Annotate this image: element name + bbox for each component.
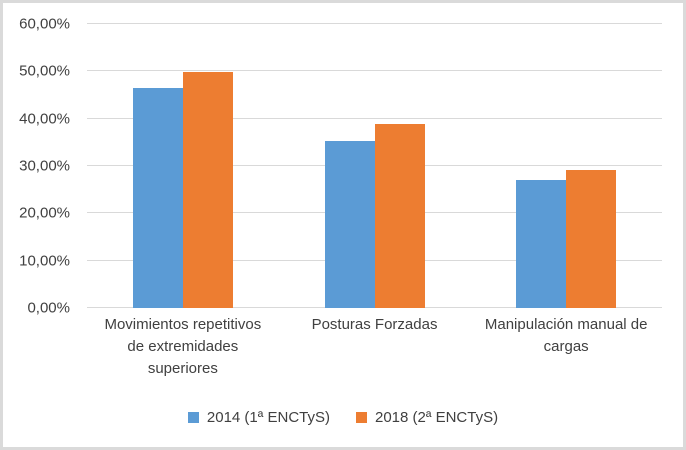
x-category-label-2: Manipulación manual de cargas [484, 316, 648, 355]
y-tick-label: 50,00% [19, 62, 70, 80]
bar-groups [87, 24, 662, 308]
bar-2018-cat2 [566, 169, 617, 308]
y-tick-label: 10,00% [19, 252, 70, 270]
legend-label-2014: 2014 (1ª ENCTyS) [206, 408, 330, 426]
legend: 2014 (1ª ENCTyS) 2018 (2ª ENCTyS) [3, 405, 683, 429]
y-tick-label: 30,00% [19, 157, 70, 175]
legend-swatch-2018-icon [356, 411, 367, 423]
gridline [87, 23, 662, 24]
bar-group-1 [279, 24, 471, 308]
y-tick-label: 0,00% [27, 299, 70, 317]
gridline [87, 70, 662, 72]
bar-2014-cat1 [324, 141, 375, 308]
legend-label-2018: 2018 (2ª ENCTyS) [375, 408, 499, 426]
x-category-label-1: Posturas Forzadas [311, 316, 438, 333]
bar-2018-cat1 [374, 124, 425, 308]
x-category-label-0: Movimientos repetitivos de extremidades su… [104, 316, 262, 377]
bar-group-2 [470, 24, 662, 308]
y-tick-label: 40,00% [19, 110, 70, 128]
legend-item-2018: 2018 (2ª ENCTyS) [356, 409, 498, 426]
bar-2018-cat0 [182, 72, 233, 308]
plot-area [87, 23, 662, 308]
legend-swatch-2014-icon [187, 411, 199, 423]
bar-group-0 [87, 24, 279, 308]
y-axis-labels: 60,00% 50,00% 40,00% 30,00% 20,00% 10,00% 0,00… [3, 16, 70, 317]
gridline [87, 117, 662, 119]
y-tick-label: 60,00% [19, 15, 70, 33]
x-axis-labels: Movimientos repetitivos de extremidades su… [87, 314, 662, 380]
legend-item-2014: 2014 (1ª ENCTyS) [187, 408, 330, 426]
bar-2014-cat0 [132, 87, 183, 308]
bar-2014-cat2 [516, 180, 567, 308]
y-tick-label: 20,00% [19, 204, 70, 222]
